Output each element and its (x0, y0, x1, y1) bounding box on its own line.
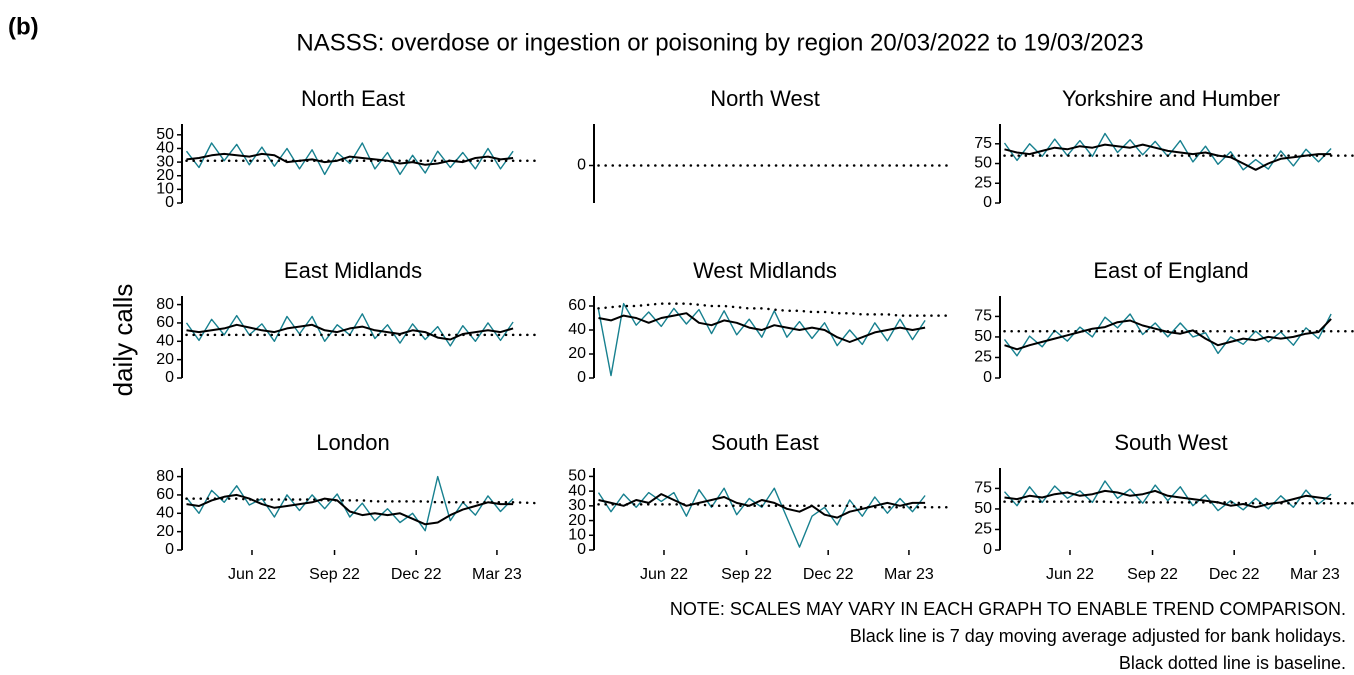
y-tick-label: 20 (156, 351, 174, 368)
daily-line (185, 313, 514, 347)
y-tick-label: 20 (156, 167, 174, 184)
average-line (1004, 143, 1332, 171)
x-tick-label: Jun 22 (1046, 566, 1094, 583)
panel-title: South West (1114, 430, 1227, 455)
chart-title: NASSS: overdose or ingestion or poisonin… (296, 29, 1143, 56)
baseline-line (597, 503, 952, 509)
y-tick-label: 75 (974, 135, 992, 152)
y-tick-label: 50 (974, 155, 992, 172)
daily-line (1003, 480, 1332, 512)
y-tick-label: 60 (568, 297, 586, 314)
y-tick-label: 0 (983, 194, 992, 211)
x-tick-label: Dec 22 (1209, 566, 1260, 583)
y-tick-label: 25 (974, 174, 992, 191)
panel-title: East Midlands (284, 258, 422, 283)
x-tick-label: Jun 22 (640, 566, 688, 583)
panel-title: West Midlands (693, 258, 837, 283)
note: Black line is 7 day moving average adjus… (850, 626, 1346, 646)
y-tick-label: 40 (568, 321, 586, 338)
y-tick-label: 25 (974, 521, 992, 538)
y-tick-label: 0 (577, 541, 586, 558)
x-tick-label: Mar 23 (884, 566, 934, 583)
panel-title: East of England (1093, 258, 1248, 283)
y-tick-label: 60 (156, 314, 174, 331)
y-tick-label: 50 (568, 468, 586, 485)
x-tick-label: Sep 22 (1127, 566, 1178, 583)
average-line (598, 312, 926, 343)
figure-label: (b) (8, 13, 39, 40)
y-tick-label: 75 (974, 480, 992, 497)
baseline-line (185, 497, 540, 505)
y-tick-label: 0 (983, 369, 992, 386)
y-tick-label: 60 (156, 486, 174, 503)
panel-title: South East (711, 430, 819, 455)
panel-title: Yorkshire and Humber (1062, 86, 1280, 111)
panel-title: North East (301, 86, 405, 111)
x-tick-label: Jun 22 (228, 566, 276, 583)
y-tick-label: 25 (974, 349, 992, 366)
y-tick-label: 80 (156, 296, 174, 313)
y-tick-label: 80 (156, 468, 174, 485)
y-tick-label: 0 (577, 369, 586, 386)
average-line (186, 323, 514, 341)
y-tick-label: 0 (165, 194, 174, 211)
average-line (186, 152, 514, 166)
y-tick-label: 50 (974, 500, 992, 517)
y-tick-label: 20 (568, 512, 586, 529)
daily-line (185, 475, 514, 532)
baseline-line (1003, 500, 1354, 505)
average-line (186, 493, 514, 526)
y-tick-label: 40 (156, 333, 174, 350)
y-tick-label: 40 (568, 482, 586, 499)
y-tick-label: 50 (974, 328, 992, 345)
panel-title: North West (710, 86, 820, 111)
y-tick-label: 50 (156, 126, 174, 143)
y-tick-label: 75 (974, 308, 992, 325)
average-line (1004, 489, 1332, 509)
y-tick-label: 10 (156, 181, 174, 198)
average-line (598, 493, 926, 519)
y-tick-label: 30 (156, 153, 174, 170)
x-tick-label: Sep 22 (309, 566, 360, 583)
daily-line (185, 142, 514, 176)
x-tick-label: Dec 22 (391, 566, 442, 583)
note: NOTE: SCALES MAY VARY IN EACH GRAPH TO E… (670, 599, 1346, 619)
y-tick-label: 40 (156, 505, 174, 522)
y-tick-label: 0 (165, 541, 174, 558)
x-tick-label: Mar 23 (472, 566, 522, 583)
x-tick-label: Dec 22 (803, 566, 854, 583)
y-tick-label: 40 (156, 140, 174, 157)
note: Black dotted line is baseline. (1119, 653, 1346, 673)
x-tick-label: Mar 23 (1290, 566, 1340, 583)
y-tick-label: 10 (568, 527, 586, 544)
baseline-line (597, 302, 952, 317)
daily-line (597, 302, 926, 377)
x-tick-label: Sep 22 (721, 566, 772, 583)
y-tick-label: 0 (577, 157, 586, 174)
y-tick-label: 20 (568, 345, 586, 362)
daily-line (597, 487, 926, 548)
daily-line (1003, 313, 1332, 357)
y-tick-label: 0 (165, 369, 174, 386)
y-tick-label: 20 (156, 523, 174, 540)
y-tick-label: 0 (983, 541, 992, 558)
panel-title: London (316, 430, 389, 455)
y-tick-label: 30 (568, 497, 586, 514)
y-axis-label: daily calls (108, 284, 138, 397)
